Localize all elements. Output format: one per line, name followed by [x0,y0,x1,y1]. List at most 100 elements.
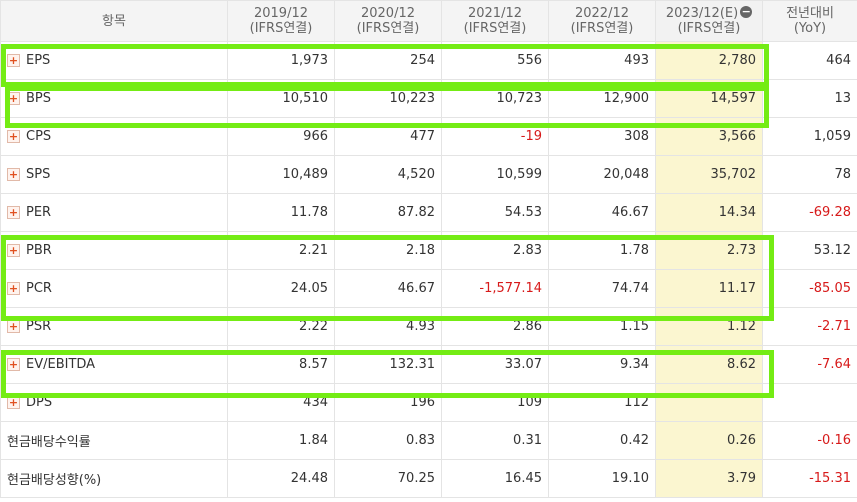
table-row: + CPS 966 477 -19 308 3,566 1,059 [0,117,857,156]
row-label: PSR [26,319,52,334]
header-col-yoy: 전년대비 (YoY) [762,0,857,42]
value-cell-2021: 10,723 [441,79,549,118]
value-cell-yoy [762,383,857,422]
row-label: EPS [26,53,51,68]
expand-plus-icon[interactable]: + [7,54,20,67]
value-cell-2022: 493 [548,41,656,80]
value-cell-2022: 12,900 [548,79,656,118]
row-label: 현금배당수익률 [7,435,91,450]
header-col-2019: 2019/12 (IFRS연결) [227,0,335,42]
value-cell-2023e: 1.12 [655,307,763,346]
value-cell-yoy: -0.16 [762,421,857,460]
value-cell-2021: -19 [441,117,549,156]
expand-plus-icon[interactable]: + [7,206,20,219]
value-cell-2022: 46.67 [548,193,656,232]
row-label: CPS [26,129,52,144]
value-cell-yoy: 53.12 [762,231,857,270]
value-cell-2021: 2.83 [441,231,549,270]
value-cell-2022: 9.34 [548,345,656,384]
row-label: PCR [26,281,52,296]
value-cell-2021: 0.31 [441,421,549,460]
header-col-2021: 2021/12 (IFRS연결) [441,0,549,42]
value-cell-2019: 11.78 [227,193,335,232]
row-label-cell: + PCR [0,269,228,308]
row-label: PBR [26,243,52,258]
table-row: + SPS 10,489 4,520 10,599 20,048 35,702 78 [0,155,857,194]
value-cell-2021: 10,599 [441,155,549,194]
value-cell-2023e: 3.79 [655,459,763,498]
header-item: 항목 [0,0,228,42]
row-label-cell: + EV/EBITDA [0,345,228,384]
value-cell-2019: 10,489 [227,155,335,194]
value-cell-2021: -1,577.14 [441,269,549,308]
value-cell-2022: 1.78 [548,231,656,270]
value-cell-2023e: 3,566 [655,117,763,156]
value-cell-2019: 8.57 [227,345,335,384]
expand-plus-icon[interactable]: + [7,396,20,409]
value-cell-2023e: 2.73 [655,231,763,270]
expand-plus-icon[interactable]: + [7,358,20,371]
value-cell-2020: 10,223 [334,79,442,118]
row-label-cell: 현금배당수익률 [0,421,228,460]
value-cell-2020: 196 [334,383,442,422]
expand-plus-icon[interactable]: + [7,130,20,143]
value-cell-2021: 2.86 [441,307,549,346]
value-cell-2020: 46.67 [334,269,442,308]
value-cell-2022: 0.42 [548,421,656,460]
value-cell-yoy: 78 [762,155,857,194]
row-label-cell: 현금배당성향(%) [0,459,228,498]
header-col-2022: 2022/12 (IFRS연결) [548,0,656,42]
value-cell-2020: 4.93 [334,307,442,346]
row-label: PER [26,205,52,220]
row-label-cell: + CPS [0,117,228,156]
value-cell-yoy: -85.05 [762,269,857,308]
header-col-2020: 2020/12 (IFRS연결) [334,0,442,42]
value-cell-2019: 1.84 [227,421,335,460]
row-label: BPS [26,91,52,106]
value-cell-2022: 19.10 [548,459,656,498]
value-cell-2020: 87.82 [334,193,442,232]
expand-plus-icon[interactable]: + [7,168,20,181]
value-cell-2023e [655,383,763,422]
expand-plus-icon[interactable]: + [7,92,20,105]
row-label: 현금배당성향(%) [7,473,102,488]
value-cell-2022: 308 [548,117,656,156]
table-row: + PSR 2.22 4.93 2.86 1.15 1.12 -2.71 [0,307,857,346]
value-cell-yoy: 464 [762,41,857,80]
value-cell-2021: 556 [441,41,549,80]
value-cell-yoy: 1,059 [762,117,857,156]
value-cell-2023e: 14.34 [655,193,763,232]
value-cell-2019: 966 [227,117,335,156]
row-label-cell: + PER [0,193,228,232]
value-cell-2023e: 11.17 [655,269,763,308]
value-cell-2020: 132.31 [334,345,442,384]
expand-plus-icon[interactable]: + [7,244,20,257]
value-cell-2019: 10,510 [227,79,335,118]
value-cell-yoy: -7.64 [762,345,857,384]
minus-icon[interactable]: − [740,5,753,18]
value-cell-2022: 20,048 [548,155,656,194]
row-label-cell: + EPS [0,41,228,80]
value-cell-2023e: 2,780 [655,41,763,80]
value-cell-2021: 109 [441,383,549,422]
value-cell-2021: 33.07 [441,345,549,384]
value-cell-yoy: -2.71 [762,307,857,346]
table-row: + PCR 24.05 46.67 -1,577.14 74.74 11.17 -85.05 [0,269,857,308]
table-row: + DPS 434 196 109 112 [0,383,857,422]
value-cell-2019: 24.48 [227,459,335,498]
expand-plus-icon[interactable]: + [7,320,20,333]
value-cell-2019: 1,973 [227,41,335,80]
value-cell-2020: 2.18 [334,231,442,270]
table-row: + BPS 10,510 10,223 10,723 12,900 14,597 13 [0,79,857,118]
value-cell-2019: 434 [227,383,335,422]
row-label-cell: + BPS [0,79,228,118]
table-row: + PBR 2.21 2.18 2.83 1.78 2.73 53.12 [0,231,857,270]
header-col-2023e: 2023/12(E) − (IFRS연결) [655,0,763,42]
table-row: + EV/EBITDA 8.57 132.31 33.07 9.34 8.62 -7.64 [0,345,857,384]
value-cell-yoy: -15.31 [762,459,857,498]
row-label: DPS [26,395,53,410]
value-cell-yoy: 13 [762,79,857,118]
value-cell-2023e: 0.26 [655,421,763,460]
expand-plus-icon[interactable]: + [7,282,20,295]
